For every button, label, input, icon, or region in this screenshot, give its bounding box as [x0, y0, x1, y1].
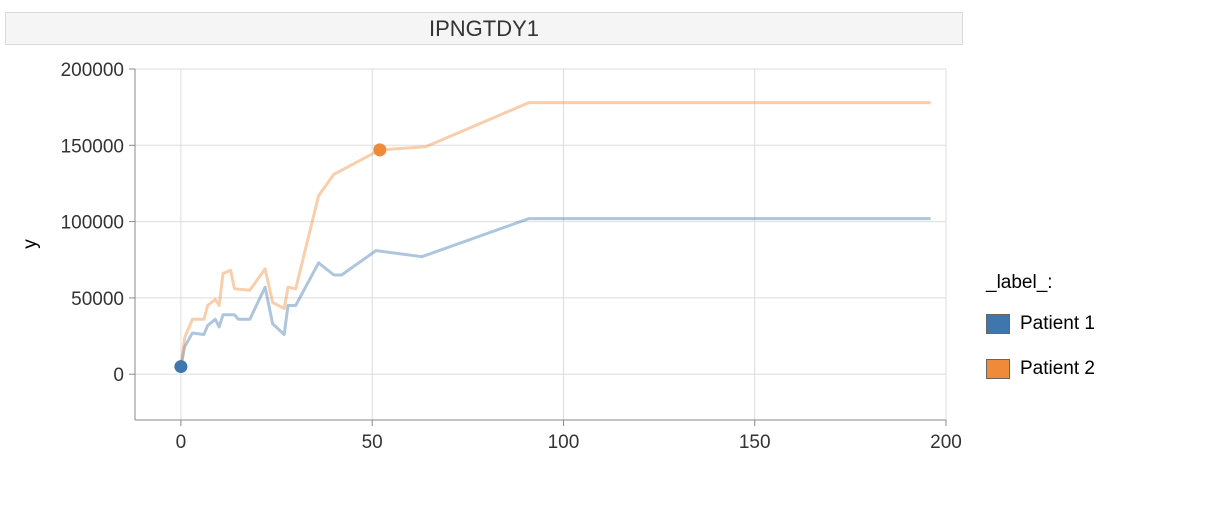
series-marker-patient-2: [373, 143, 387, 157]
legend-label-patient-2: Patient 2: [1020, 358, 1095, 379]
series-line-patient-1: [179, 217, 931, 367]
x-tick-label-0: 0: [176, 432, 187, 453]
legend-item-patient-1[interactable]: Patient 1: [986, 312, 1095, 336]
y-tick-label-50000: 50000: [71, 289, 124, 310]
x-tick-label-200: 200: [930, 432, 962, 453]
legend: _label_: Patient 1 Patient 2: [986, 272, 1095, 402]
y-axis-label: y: [20, 239, 41, 249]
chart-title: IPNGTDY1: [5, 12, 963, 45]
legend-swatch-patient-1: [986, 314, 1010, 334]
y-tick-label-0: 0: [113, 365, 124, 386]
series-line-patient-2: [179, 101, 931, 367]
legend-item-patient-2[interactable]: Patient 2: [986, 357, 1095, 381]
y-tick-label-200000: 200000: [61, 60, 124, 81]
y-tick-label-100000: 100000: [61, 213, 124, 234]
y-tick-label-150000: 150000: [61, 136, 124, 157]
x-tick-label-150: 150: [739, 432, 771, 453]
series-marker-patient-1: [174, 360, 188, 374]
legend-swatch-patient-2: [986, 359, 1010, 379]
legend-title: _label_:: [986, 272, 1053, 293]
legend-label-patient-1: Patient 1: [1020, 313, 1095, 334]
x-tick-label-50: 50: [362, 432, 383, 453]
x-tick-label-100: 100: [548, 432, 580, 453]
